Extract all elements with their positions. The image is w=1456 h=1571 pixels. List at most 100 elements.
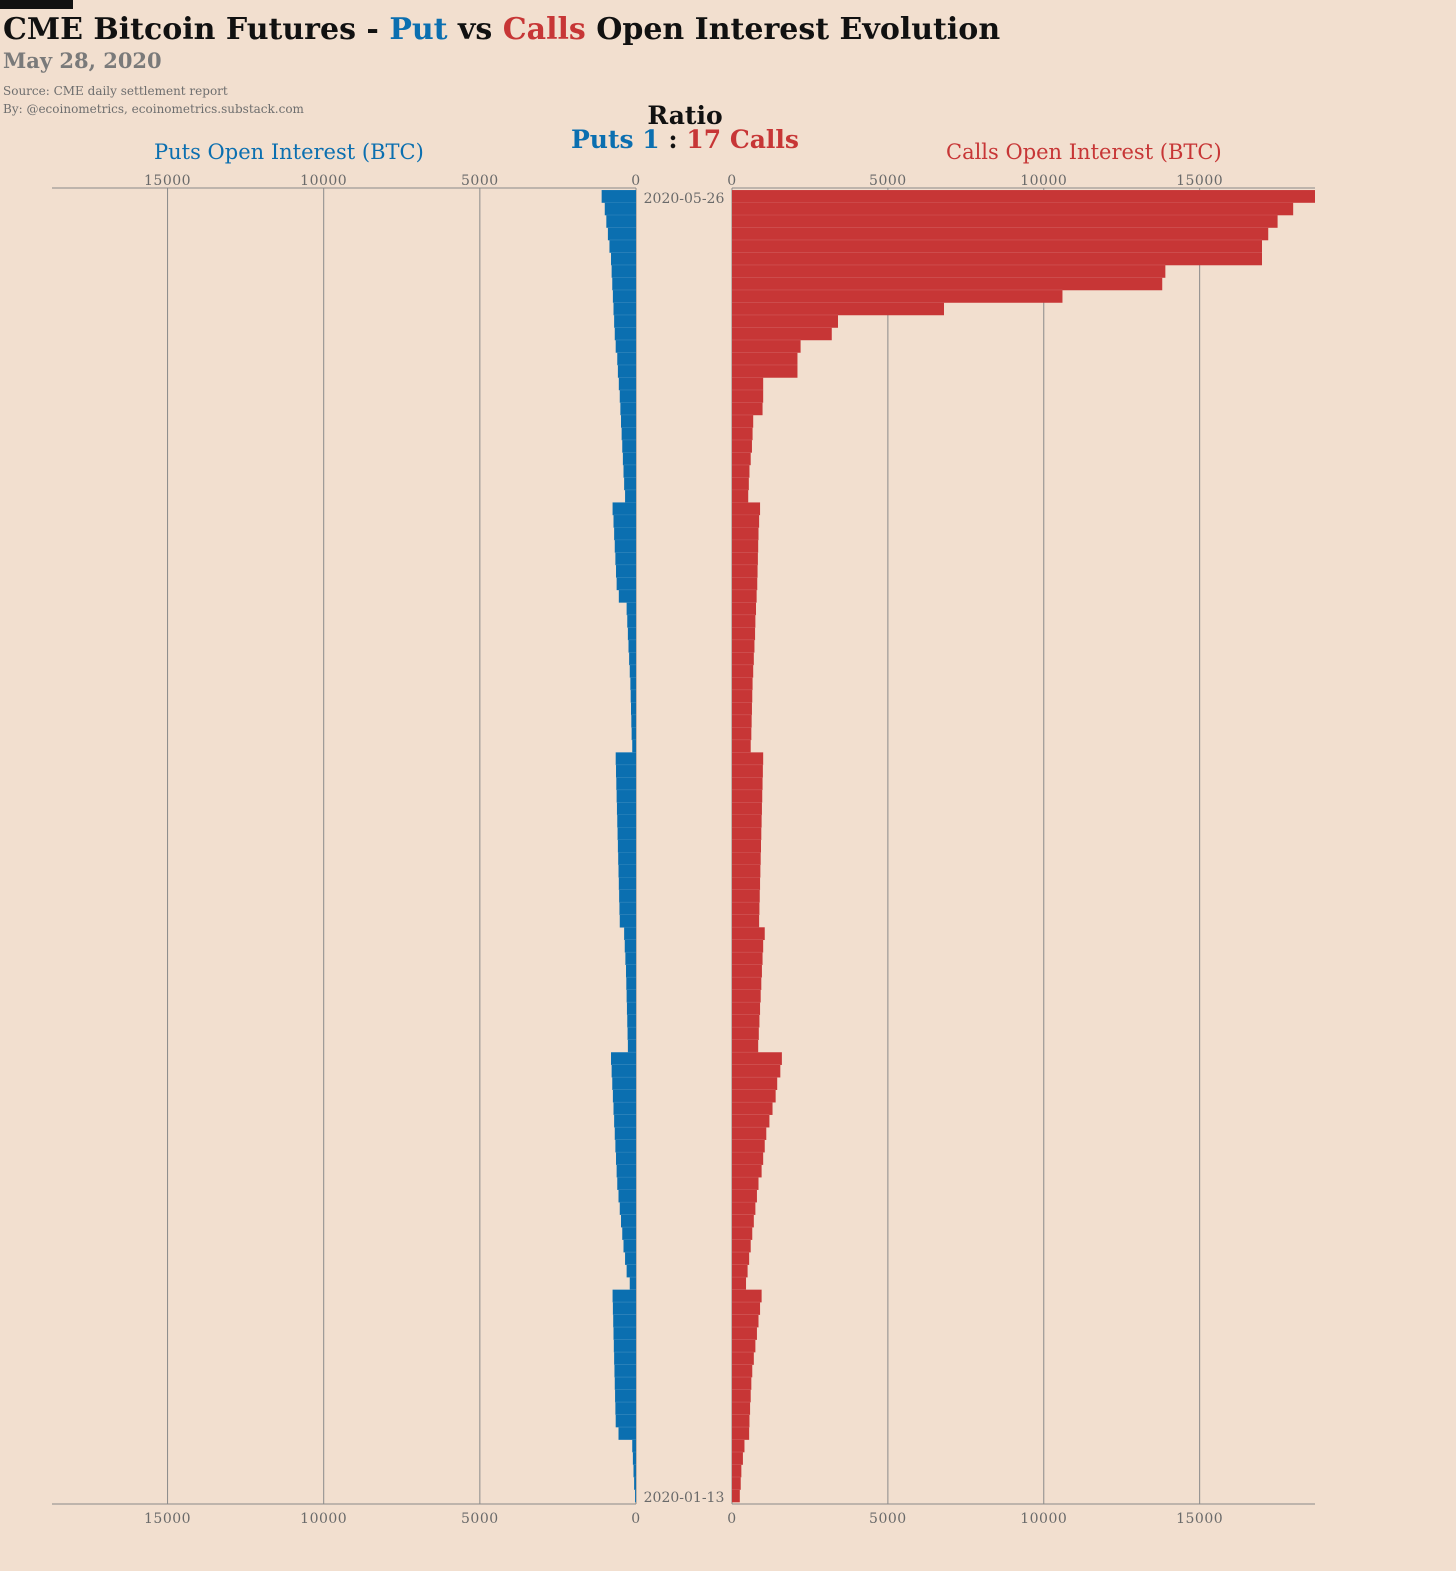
puts-bar: [619, 389, 636, 403]
puts-bar: [607, 227, 636, 241]
calls-bar: [732, 827, 762, 841]
puts-bar: [614, 1352, 636, 1365]
calls-bar: [732, 202, 1294, 216]
puts-bar: [626, 1264, 636, 1278]
calls-bar: [732, 314, 838, 328]
puts-bar: [604, 202, 636, 216]
calls-bar: [732, 327, 832, 341]
puts-tick-label-top: 15000: [144, 173, 191, 189]
calls-bar: [732, 264, 1166, 278]
puts-bar: [614, 539, 636, 553]
calls-bar: [732, 477, 749, 491]
calls-bar: [732, 1377, 752, 1390]
calls-bar: [732, 927, 765, 941]
title-calls-word: Calls: [502, 12, 586, 47]
calls-bar: [732, 377, 764, 391]
puts-bar: [615, 339, 636, 353]
puts-bar: [627, 1014, 636, 1028]
puts-tick-label-bottom: 10000: [300, 1511, 347, 1527]
page-subtitle: May 28, 2020: [3, 48, 162, 73]
calls-axis-title: Calls Open Interest (BTC): [946, 140, 1222, 164]
calls-bar: [732, 764, 763, 778]
puts-bar: [627, 614, 636, 628]
calls-bar: [732, 1327, 757, 1340]
calls-bar: [732, 1489, 740, 1503]
calls-bar: [732, 1089, 776, 1103]
puts-bar: [632, 1452, 636, 1465]
puts-bar: [634, 1477, 636, 1490]
calls-bar: [732, 1264, 748, 1278]
calls-bar: [732, 564, 758, 578]
calls-bar: [732, 227, 1269, 241]
puts-bar: [616, 802, 636, 816]
puts-bar: [617, 352, 636, 366]
puts-bar: [622, 1227, 636, 1240]
calls-bar: [732, 1414, 750, 1428]
puts-bar: [614, 527, 636, 541]
calls-bar: [732, 1139, 765, 1153]
calls-bar: [732, 689, 753, 703]
calls-bar: [732, 977, 762, 990]
puts-bar: [624, 927, 636, 941]
puts-bar: [617, 1177, 636, 1190]
calls-bar: [732, 877, 761, 891]
puts-bar: [614, 1127, 636, 1140]
puts-bar: [617, 839, 636, 853]
calls-tick-label-bottom: 5000: [869, 1511, 907, 1527]
calls-bar: [732, 1027, 759, 1040]
puts-bar: [616, 789, 636, 803]
puts-tick-label-top: 5000: [461, 173, 499, 189]
calls-bar: [732, 952, 763, 966]
puts-bar: [618, 864, 636, 878]
puts-bar: [626, 964, 636, 978]
puts-bar: [625, 1252, 636, 1265]
calls-bar: [732, 190, 1315, 203]
calls-bar: [732, 677, 753, 691]
puts-bar: [631, 727, 636, 741]
puts-bar: [613, 1102, 636, 1115]
puts-bar: [619, 914, 636, 928]
puts-tick-label-bottom: 0: [631, 1511, 640, 1527]
calls-bar: [732, 1164, 762, 1178]
page-title: CME Bitcoin Futures - Put vs Calls Open …: [3, 12, 1000, 47]
calls-bar: [732, 1339, 756, 1353]
puts-bar: [617, 814, 636, 828]
puts-bar: [635, 1489, 636, 1503]
calls-bar: [732, 1452, 743, 1465]
puts-bar: [617, 364, 636, 378]
puts-bar: [630, 677, 636, 691]
puts-bar: [618, 1189, 636, 1203]
calls-bar: [732, 989, 761, 1003]
calls-bar: [732, 777, 763, 791]
puts-bar: [616, 1164, 636, 1178]
puts-bar: [611, 1064, 636, 1078]
calls-bar: [732, 1002, 761, 1015]
calls-bar: [732, 727, 752, 741]
calls-bar: [732, 1114, 770, 1128]
puts-bar: [616, 564, 636, 578]
puts-bar: [612, 502, 636, 516]
puts-bar: [612, 1302, 636, 1315]
puts-bar: [615, 752, 636, 766]
ratio-values: Puts 1 : 17 Calls: [535, 125, 835, 154]
byline-note: By: @ecoinometrics, ecoinometrics.substa…: [3, 102, 304, 116]
puts-bar: [621, 1214, 636, 1228]
puts-bar: [615, 1139, 636, 1153]
source-note: Source: CME daily settlement report: [3, 84, 228, 98]
puts-bar: [620, 402, 636, 416]
puts-bar: [626, 977, 636, 990]
puts-bar: [618, 852, 636, 866]
puts-bar: [627, 627, 636, 641]
ratio-puts: Puts 1: [570, 125, 660, 154]
calls-bar: [732, 514, 760, 528]
puts-bar: [614, 1364, 636, 1378]
calls-bar: [732, 452, 751, 466]
calls-bar: [732, 589, 757, 603]
puts-bar: [624, 477, 636, 491]
title-put-word: Put: [389, 12, 448, 47]
calls-bar: [732, 464, 750, 478]
calls-bar: [732, 739, 751, 753]
calls-bar: [732, 602, 757, 616]
calls-tick-label-top: 5000: [869, 173, 907, 189]
